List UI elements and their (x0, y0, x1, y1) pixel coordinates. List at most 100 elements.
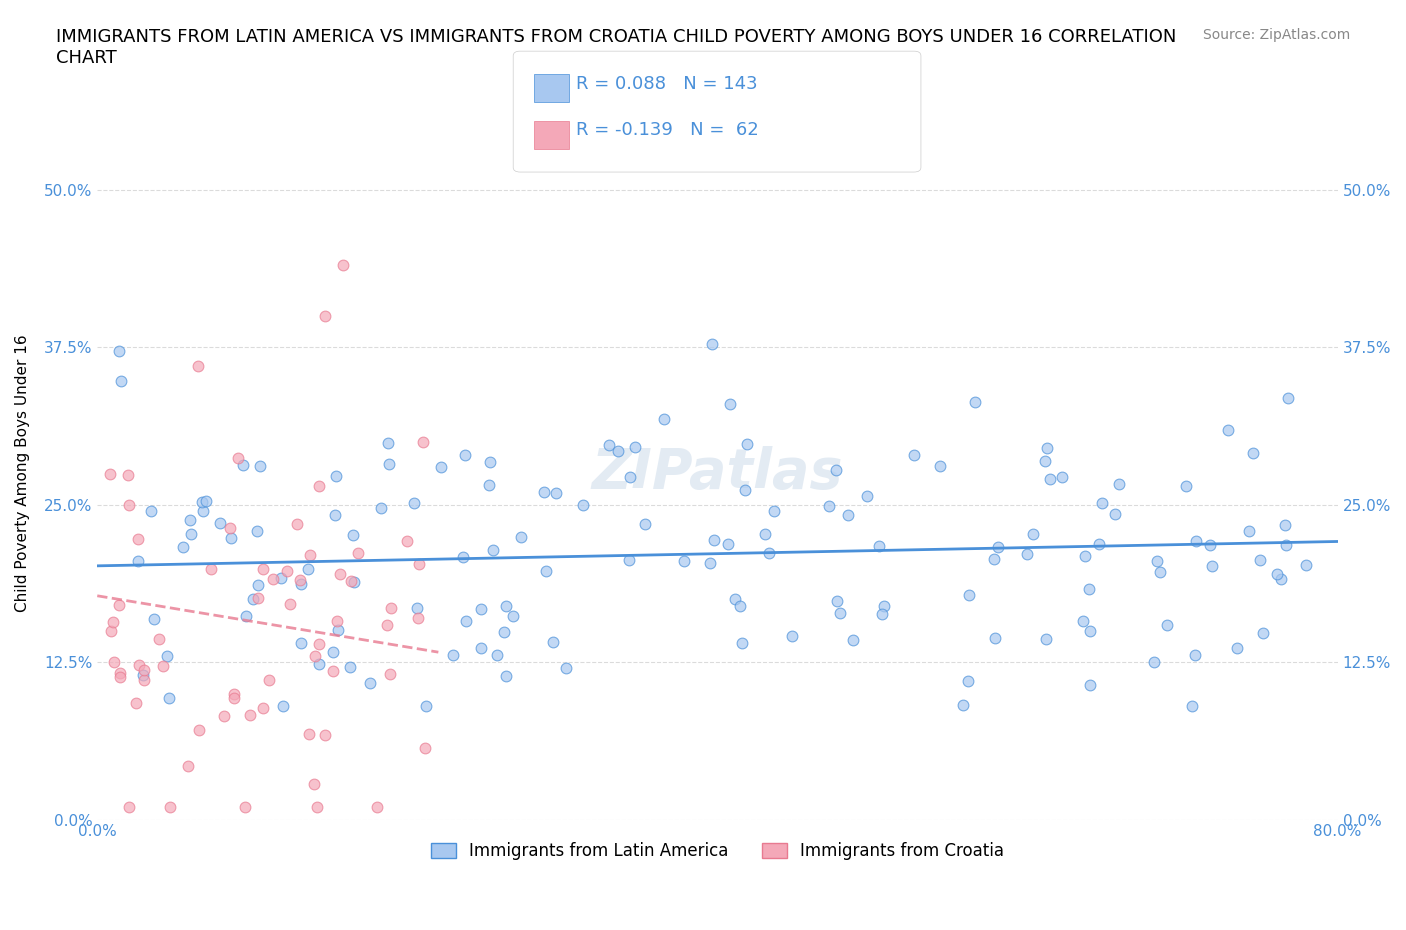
Point (717, 537, 740, 551)
Point (246, 524, 269, 538)
Point (176, 758, 198, 773)
Point (1052, 469, 1074, 484)
Point (257, 672, 280, 687)
Point (125, 696, 148, 711)
Point (1073, 549, 1095, 564)
Point (271, 698, 294, 713)
Point (956, 674, 979, 689)
Point (1181, 698, 1204, 713)
Point (110, 666, 132, 681)
Point (1251, 626, 1274, 641)
Point (340, 574, 363, 589)
Point (441, 647, 464, 662)
Point (1174, 478, 1197, 493)
Point (404, 496, 426, 511)
Point (378, 456, 401, 471)
Point (222, 691, 245, 706)
Point (837, 508, 859, 523)
Point (219, 521, 242, 536)
Point (323, 508, 346, 523)
Point (903, 447, 925, 462)
Point (818, 498, 841, 513)
Point (1143, 655, 1166, 670)
Point (127, 531, 149, 546)
Point (1104, 507, 1126, 522)
Point (156, 649, 179, 664)
Point (1249, 552, 1271, 567)
Point (672, 553, 695, 568)
Point (139, 503, 162, 518)
Point (103, 655, 125, 670)
Point (188, 723, 211, 737)
Point (495, 599, 517, 614)
Point (855, 489, 877, 504)
Point (152, 658, 174, 673)
Point (731, 635, 754, 650)
Point (454, 447, 477, 462)
Point (290, 577, 312, 591)
Point (219, 531, 242, 546)
Point (1184, 648, 1206, 663)
Point (187, 359, 209, 374)
Point (252, 700, 274, 715)
Point (1199, 538, 1222, 552)
Point (380, 601, 402, 616)
Point (270, 571, 292, 586)
Point (495, 669, 517, 684)
Point (157, 690, 180, 705)
Point (824, 463, 846, 478)
Point (1201, 558, 1223, 573)
Point (262, 571, 284, 586)
Point (276, 564, 298, 578)
Point (308, 657, 330, 671)
Point (314, 308, 336, 323)
Point (510, 529, 533, 544)
Legend: Immigrants from Latin America, Immigrants from Croatia: Immigrants from Latin America, Immigrant… (425, 835, 1011, 867)
Point (624, 440, 647, 455)
Point (957, 587, 980, 602)
Point (212, 709, 235, 724)
Point (325, 469, 347, 484)
Point (108, 670, 131, 684)
Point (541, 635, 564, 650)
Point (754, 526, 776, 541)
Point (1035, 440, 1057, 455)
Point (108, 343, 131, 358)
Point (232, 458, 254, 472)
Point (132, 672, 155, 687)
Point (1091, 496, 1114, 511)
Point (734, 482, 756, 497)
Point (148, 631, 170, 646)
Point (408, 556, 430, 571)
Point (290, 635, 312, 650)
Point (1071, 614, 1094, 629)
Point (492, 624, 515, 639)
Point (107, 598, 129, 613)
Point (110, 374, 132, 389)
Point (308, 636, 330, 651)
Point (299, 548, 322, 563)
Point (554, 661, 576, 676)
Point (737, 437, 759, 452)
Point (98, 466, 121, 481)
Point (326, 614, 349, 629)
Point (502, 608, 524, 623)
Point (1226, 641, 1249, 656)
Point (451, 550, 474, 565)
Point (290, 573, 312, 588)
Point (1237, 523, 1260, 538)
Point (700, 337, 723, 352)
Point (1277, 391, 1299, 405)
Point (1108, 476, 1130, 491)
Point (328, 623, 350, 638)
Point (1015, 547, 1038, 562)
Point (314, 728, 336, 743)
Point (478, 477, 501, 492)
Point (841, 632, 863, 647)
Point (246, 578, 269, 592)
Point (180, 526, 202, 541)
Point (987, 539, 1010, 554)
Point (224, 686, 246, 701)
Point (191, 503, 214, 518)
Point (127, 553, 149, 568)
